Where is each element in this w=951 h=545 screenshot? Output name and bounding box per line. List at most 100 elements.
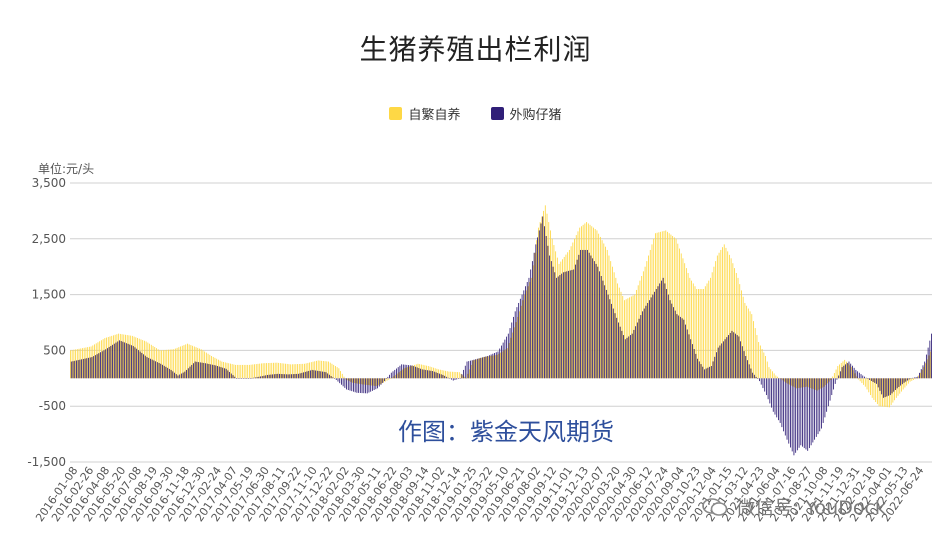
bar-purchased [796, 378, 798, 451]
bar-self-bred [563, 256, 565, 379]
bar-self-bred [603, 243, 605, 379]
bar-self-bred [677, 243, 679, 379]
legend-item-purchased[interactable]: 外购仔猪 [490, 104, 562, 123]
bar-self-bred [99, 341, 101, 379]
bar-purchased [573, 269, 575, 379]
bar-self-bred [649, 249, 651, 379]
bar-self-bred [734, 268, 735, 379]
bar-self-bred [328, 361, 329, 379]
bar-purchased [864, 376, 865, 379]
bar-self-bred [398, 372, 400, 379]
bar-purchased [193, 363, 194, 379]
bar-self-bred [204, 351, 206, 379]
bar-self-bred [587, 223, 589, 379]
bar-self-bred [450, 371, 452, 379]
bar-self-bred [462, 375, 464, 379]
bar-self-bred [630, 296, 632, 379]
bar-purchased [146, 357, 148, 379]
bar-self-bred [180, 346, 181, 379]
bar-purchased [698, 361, 700, 379]
bar-self-bred [192, 345, 194, 379]
bar-purchased [604, 285, 606, 379]
bar-self-bred [388, 378, 390, 380]
bar-purchased [427, 370, 428, 379]
bar-purchased [519, 298, 521, 379]
bar-self-bred [875, 378, 877, 403]
bar-self-bred [252, 364, 254, 379]
bar-self-bred [656, 232, 658, 379]
bar-purchased [905, 378, 907, 382]
bar-purchased [600, 276, 602, 379]
bar-purchased [710, 366, 712, 379]
bar-self-bred [827, 378, 828, 384]
bar-self-bred [465, 378, 467, 379]
bar-self-bred [372, 378, 374, 386]
bar-purchased [137, 350, 139, 379]
bar-self-bred [725, 247, 727, 379]
bar-self-bred [930, 351, 932, 379]
bar-self-bred [617, 283, 618, 379]
bar-self-bred [792, 378, 794, 387]
bar-purchased [482, 357, 483, 379]
bar-self-bred [560, 261, 562, 379]
bar-self-bred [720, 249, 722, 379]
bar-purchased [399, 365, 401, 379]
bar-self-bred [245, 364, 247, 379]
bar-purchased [316, 370, 318, 379]
bar-self-bred [445, 370, 446, 379]
bar-self-bred [233, 364, 235, 379]
bar-self-bred [128, 335, 130, 379]
bar-purchased [661, 280, 662, 379]
bar-purchased [211, 364, 213, 379]
bar-purchased [242, 378, 244, 379]
bar-self-bred [219, 360, 221, 379]
bar-self-bred [137, 337, 138, 379]
bar-self-bred [537, 227, 539, 379]
bar-purchased [378, 378, 380, 387]
bar-purchased [344, 378, 346, 388]
bar-self-bred [753, 321, 754, 379]
y-tick-label: -500 [39, 399, 66, 413]
bar-self-bred [486, 356, 488, 379]
bar-self-bred [352, 378, 354, 383]
bar-self-bred [716, 255, 718, 379]
bar-self-bred [598, 233, 600, 379]
bar-purchased [858, 372, 860, 379]
bar-self-bred [121, 334, 123, 379]
bar-self-bred [820, 378, 822, 389]
bar-self-bred [570, 246, 572, 379]
bar-self-bred [226, 362, 228, 379]
legend-item-self-bred[interactable]: 自繁自养 [389, 104, 461, 123]
bar-purchased [576, 259, 578, 379]
bar-purchased [920, 369, 922, 379]
bar-self-bred [543, 210, 545, 379]
bar-self-bred [408, 366, 410, 379]
bar-self-bred [114, 334, 116, 379]
bar-self-bred [205, 352, 207, 379]
bar-purchased [189, 366, 191, 379]
bar-self-bred [304, 363, 305, 379]
bar-self-bred [606, 249, 608, 379]
bar-purchased [769, 378, 771, 404]
bar-self-bred [510, 337, 512, 379]
bar-self-bred [821, 378, 823, 388]
bar-self-bred [907, 378, 909, 384]
bar-purchased [753, 374, 755, 379]
bar-purchased [463, 369, 465, 379]
bar-self-bred [651, 244, 653, 379]
bar-self-bred [787, 378, 789, 384]
bar-purchased [232, 375, 234, 379]
bar-purchased [605, 289, 607, 379]
bar-purchased [846, 362, 848, 379]
bar-self-bred [407, 367, 409, 379]
bar-purchased [79, 359, 81, 379]
bar-self-bred [823, 378, 825, 387]
bar-purchased [908, 378, 910, 380]
bar-self-bred [199, 348, 200, 379]
bar-self-bred [577, 231, 579, 379]
bar-purchased [743, 351, 745, 379]
bar-purchased [444, 375, 446, 379]
bar-purchased [162, 364, 163, 379]
bar-purchased [704, 369, 705, 379]
bar-self-bred [593, 227, 594, 379]
